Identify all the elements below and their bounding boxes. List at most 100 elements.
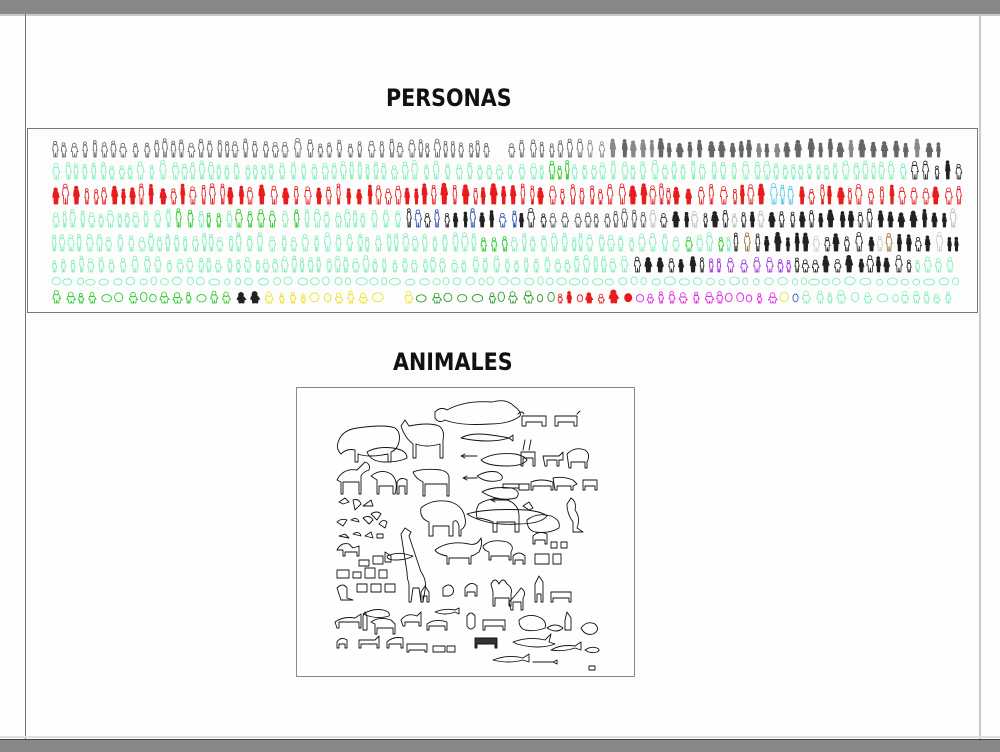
person-figure-icon <box>159 188 168 205</box>
person-figure-icon <box>668 258 675 273</box>
person-figure-icon <box>807 138 816 158</box>
person-figure-icon <box>458 142 465 158</box>
horse-icon <box>386 637 404 649</box>
person-figure-icon <box>480 187 486 205</box>
person-figure-icon <box>124 212 131 228</box>
person-figure-icon <box>358 292 369 304</box>
hippo-icon <box>526 514 560 533</box>
person-figure-icon <box>343 209 352 228</box>
person-figure-icon <box>423 258 429 273</box>
person-figure-icon <box>238 185 245 205</box>
person-figure-icon <box>855 232 864 252</box>
person-figure-icon <box>432 292 443 304</box>
person-figure-icon <box>827 292 833 304</box>
person-figure-icon <box>666 142 672 158</box>
person-figure-icon <box>900 278 909 286</box>
person-figure-icon <box>773 163 780 180</box>
person-figure-icon <box>243 257 252 273</box>
person-figure-icon <box>60 142 67 158</box>
person-figure-icon <box>706 277 715 286</box>
person-figure-icon <box>672 236 681 252</box>
person-figure-icon <box>589 185 595 205</box>
goat-icon <box>464 583 478 597</box>
person-figure-icon <box>707 141 716 158</box>
person-figure-icon <box>244 277 254 286</box>
person-figure-icon <box>590 165 598 180</box>
personas-figures-panel[interactable] <box>27 128 978 313</box>
person-figure-icon <box>510 277 521 286</box>
person-figure-icon <box>452 185 458 205</box>
person-figure-icon <box>811 259 820 273</box>
cow-icon <box>406 643 428 653</box>
person-figure-icon <box>281 235 287 252</box>
person-figure-icon <box>539 164 545 180</box>
person-figure-icon <box>364 236 370 252</box>
person-figure-icon <box>198 211 205 228</box>
person-figure-icon <box>853 162 861 180</box>
person-figure-icon <box>293 209 300 228</box>
person-figure-icon <box>486 276 494 286</box>
person-figure-icon <box>206 257 212 273</box>
foal-icon <box>396 477 408 495</box>
person-figure-icon <box>224 141 230 158</box>
person-figure-icon <box>291 255 298 273</box>
person-figure-icon <box>439 258 447 273</box>
horse-icon <box>334 613 362 629</box>
person-figure-icon <box>753 256 761 273</box>
person-figure-icon <box>855 183 863 205</box>
person-figure-icon <box>524 277 535 286</box>
person-figure-icon <box>189 186 197 205</box>
animales-figures-panel[interactable] <box>296 387 635 677</box>
person-figure-icon <box>432 160 440 180</box>
person-figure-icon <box>106 210 115 228</box>
person-figure-icon <box>206 212 212 228</box>
person-figure-icon <box>570 184 577 205</box>
person-figure-icon <box>548 160 556 180</box>
person-figure-icon <box>593 213 599 228</box>
person-figure-icon <box>143 210 149 228</box>
person-figure-icon <box>290 237 298 252</box>
cow-icon <box>517 411 547 427</box>
person-figure-icon <box>628 237 635 252</box>
person-figure-icon <box>770 183 779 205</box>
person-figure-icon <box>465 277 476 286</box>
person-figure-icon <box>165 208 172 228</box>
horse-icon <box>508 587 526 611</box>
bird-icon <box>522 501 534 511</box>
person-figure-icon <box>480 237 488 252</box>
person-figure-icon <box>300 293 307 304</box>
person-figure-icon <box>357 161 363 180</box>
person-figure-icon <box>373 161 379 180</box>
person-figure-icon <box>336 183 341 205</box>
person-figure-icon <box>678 292 689 304</box>
person-figure-icon <box>280 256 289 273</box>
person-figure-icon <box>323 293 332 303</box>
person-figure-icon <box>858 258 865 273</box>
person-figure-icon <box>520 183 526 205</box>
person-figure-icon <box>739 184 745 205</box>
person-figure-icon <box>501 185 507 205</box>
person-figure-icon <box>461 184 470 205</box>
person-figure-icon <box>508 143 516 158</box>
person-figure-icon <box>909 210 918 228</box>
person-figure-icon <box>850 292 860 303</box>
person-figure-icon <box>731 162 738 180</box>
person-figure-icon <box>896 233 903 252</box>
person-figure-icon <box>826 209 835 228</box>
bear-icon <box>518 615 546 632</box>
person-figure-icon <box>61 183 70 205</box>
person-figure-icon <box>178 139 185 158</box>
person-figure-icon <box>649 139 655 158</box>
frog-icon <box>580 622 598 635</box>
person-figure-icon <box>548 185 557 205</box>
person-figure-icon <box>621 139 628 158</box>
person-figure-icon <box>472 256 480 273</box>
person-figure-icon <box>757 183 765 205</box>
person-figure-icon <box>724 292 733 303</box>
person-figure-icon <box>844 236 851 252</box>
person-figure-icon <box>620 255 629 273</box>
person-figure-icon <box>561 212 570 228</box>
person-figure-icon <box>912 278 921 286</box>
llama-icon <box>420 585 430 603</box>
person-figure-icon <box>334 276 343 286</box>
